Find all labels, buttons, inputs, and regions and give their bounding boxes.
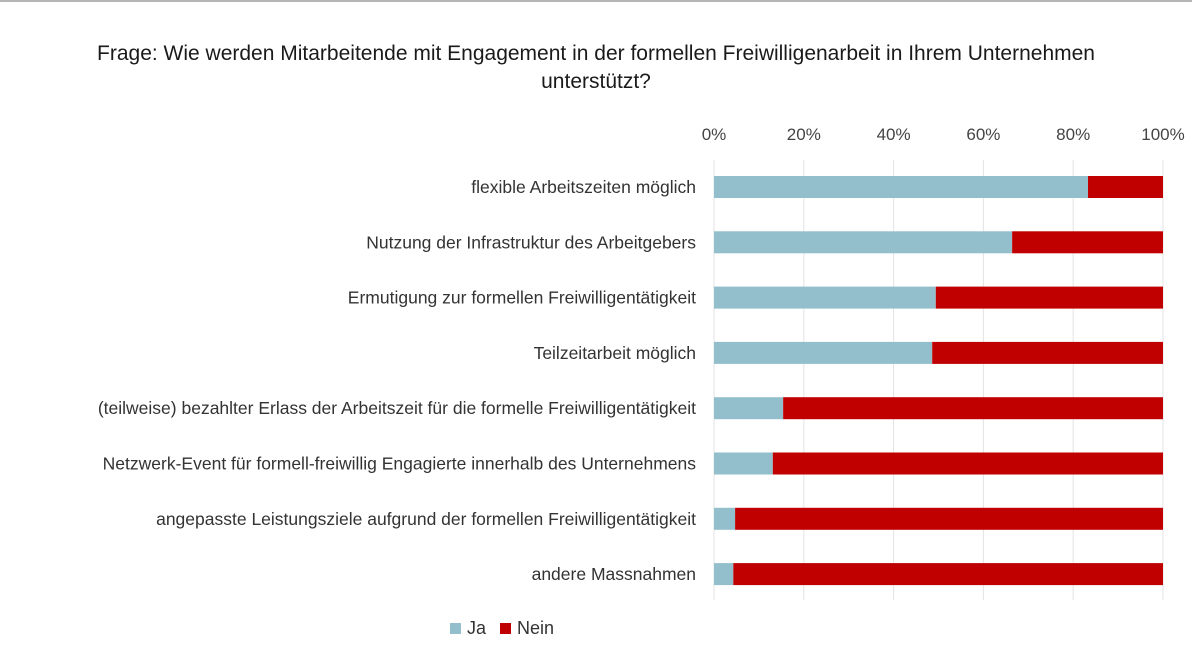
bar-nein xyxy=(735,507,1163,530)
legend-label-nein: Nein xyxy=(517,618,555,638)
legend-label-ja: Ja xyxy=(467,618,487,638)
category-label: Netzwerk-Event für formell-freiwillig En… xyxy=(103,454,697,474)
top-border-line xyxy=(0,0,1192,2)
x-tick-label: 80% xyxy=(1056,125,1090,144)
bar-nein xyxy=(1012,231,1163,254)
category-label: Nutzung der Infrastruktur des Arbeitgebe… xyxy=(366,232,696,252)
bar-ja xyxy=(714,341,933,364)
bar-ja xyxy=(714,452,773,475)
bar-ja xyxy=(714,397,784,420)
chart-title: Frage: Wie werden Mitarbeitende mit Enga… xyxy=(40,40,1152,96)
x-tick-label: 100% xyxy=(1141,125,1184,144)
category-label: (teilweise) bezahlter Erlass der Arbeits… xyxy=(98,398,696,418)
category-label: Ermutigung zur formellen Freiwilligentät… xyxy=(348,288,696,308)
bar-ja xyxy=(714,231,1013,254)
legend-swatch-nein xyxy=(500,623,512,634)
bar-nein xyxy=(733,563,1163,586)
legend: Ja Nein xyxy=(450,618,568,639)
bar-ja xyxy=(714,507,736,530)
bar-nein xyxy=(1088,176,1163,198)
x-tick-label: 60% xyxy=(966,125,1000,144)
bar-nein xyxy=(935,286,1163,309)
bar-nein xyxy=(772,452,1163,475)
legend-swatch-ja xyxy=(450,623,461,634)
bar-ja xyxy=(714,563,734,586)
category-label: andere Massnahmen xyxy=(532,564,696,584)
category-label: Teilzeitarbeit möglich xyxy=(534,343,696,363)
category-label: angepasste Leistungsziele aufgrund der f… xyxy=(156,509,696,529)
legend-item-nein: Nein xyxy=(500,618,554,639)
bar-ja xyxy=(714,176,1089,198)
category-label: flexible Arbeitszeiten möglich xyxy=(471,177,696,197)
x-tick-label: 20% xyxy=(787,125,821,144)
bar-nein xyxy=(783,397,1163,420)
category-labels: flexible Arbeitszeiten möglich Nutzung de… xyxy=(98,177,696,584)
bar-nein xyxy=(932,341,1163,364)
gridlines xyxy=(713,160,1164,600)
x-tick-label: 40% xyxy=(877,125,911,144)
chart-title-line-2: unterstützt? xyxy=(541,70,651,93)
bars xyxy=(714,176,1163,586)
x-axis-ticks: 0% 20% 40% 60% 80% 100% xyxy=(702,125,1185,144)
legend-item-ja: Ja xyxy=(450,618,486,639)
x-tick-label: 0% xyxy=(702,125,727,144)
bar-ja xyxy=(714,286,936,309)
chart-title-line-1: Frage: Wie werden Mitarbeitende mit Enga… xyxy=(97,42,1095,65)
